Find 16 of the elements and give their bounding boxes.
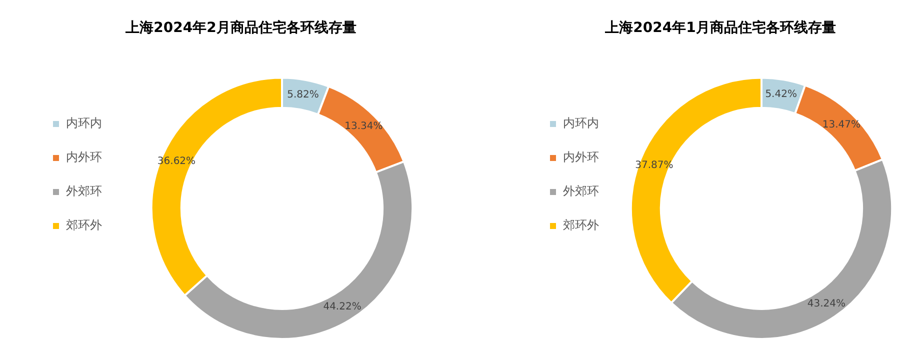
chart-title: 上海2024年2月商品住宅各环线存量 [124,19,356,36]
data-label: 13.47% [822,120,861,131]
legend-label: 内外环 [563,150,599,164]
legend-label: 内外环 [66,150,102,164]
legend-label: 外郊环 [66,184,102,198]
data-label: 13.34% [344,121,383,132]
chart-title: 上海2024年1月商品住宅各环线存量 [604,19,836,36]
data-label: 5.82% [287,89,319,100]
data-label: 44.22% [323,302,362,313]
data-label: 43.24% [807,298,846,310]
legend-label: 外郊环 [563,184,599,198]
legend-label: 郊环外 [563,218,599,232]
legend-label: 郊环外 [66,218,102,232]
legend-label: 内环内 [66,116,102,130]
legend-label: 内环内 [563,116,599,130]
data-label: 5.42% [765,89,797,100]
